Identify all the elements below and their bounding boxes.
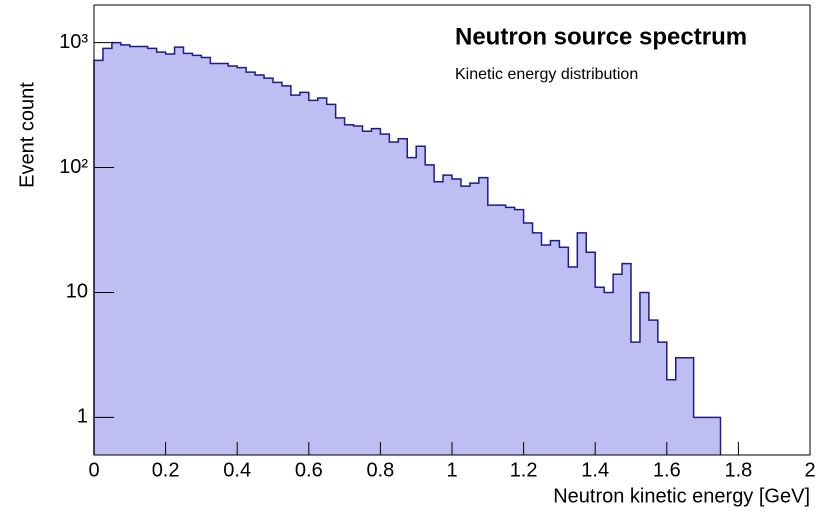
bar	[273, 82, 283, 455]
y-axis-label: Event count	[16, 82, 38, 188]
bar	[514, 209, 524, 455]
bar	[595, 287, 605, 455]
bar	[380, 134, 390, 455]
bar	[219, 63, 229, 455]
bar	[666, 379, 677, 455]
bar	[210, 63, 220, 455]
bar	[102, 48, 113, 456]
bar	[711, 417, 721, 455]
bar	[505, 207, 515, 455]
x-tick-label: 0.2	[152, 459, 180, 481]
bar	[183, 53, 193, 456]
bar	[344, 124, 354, 455]
bar	[478, 177, 489, 455]
x-tick-label: 0.6	[295, 459, 323, 481]
bar	[469, 183, 480, 455]
bar	[192, 55, 202, 456]
chart-subtitle: Kinetic energy distribution	[455, 66, 638, 83]
chart-title: Neutron source spectrum	[455, 23, 747, 50]
bar	[604, 292, 614, 455]
y-tick-label: 10³	[59, 31, 88, 53]
x-tick-label: 1	[446, 459, 457, 481]
bar	[613, 274, 623, 455]
bar	[452, 178, 462, 455]
bar	[156, 52, 166, 456]
bar	[129, 46, 140, 455]
bar	[201, 57, 211, 455]
bar	[362, 131, 372, 455]
bar	[371, 128, 381, 455]
bar	[326, 104, 336, 456]
x-tick-label: 1.4	[581, 459, 609, 481]
bar	[416, 146, 426, 455]
bar	[648, 320, 659, 455]
bar	[228, 65, 238, 456]
x-tick-label: 0	[88, 459, 99, 481]
x-tick-label: 0.4	[223, 459, 251, 481]
x-tick-label: 1.6	[653, 459, 681, 481]
bar	[631, 342, 641, 455]
bar	[255, 75, 265, 455]
bar	[532, 232, 542, 455]
bar	[577, 232, 587, 455]
y-tick-label: 1	[77, 406, 88, 428]
bar	[308, 100, 319, 455]
bar	[111, 42, 122, 455]
bar	[335, 117, 345, 455]
x-tick-label: 0.8	[366, 459, 394, 481]
bar	[622, 263, 632, 455]
bar	[675, 357, 685, 455]
bar	[290, 95, 301, 455]
bar	[586, 252, 596, 455]
bar	[460, 186, 471, 456]
bar	[317, 98, 327, 456]
bar	[684, 357, 694, 455]
bar	[237, 67, 247, 455]
bar	[94, 60, 104, 455]
histogram-outline	[93, 41, 722, 455]
bar	[425, 164, 435, 455]
bar	[550, 240, 560, 455]
bar	[487, 205, 498, 455]
bar	[398, 138, 408, 456]
bar	[389, 142, 399, 455]
bar	[264, 78, 274, 455]
y-tick-label: 10²	[59, 156, 88, 178]
x-tick-label: 2	[804, 459, 815, 481]
bar	[496, 205, 506, 455]
x-tick-label: 1.8	[724, 459, 752, 481]
bar	[120, 44, 131, 456]
bar	[434, 181, 444, 455]
bar	[443, 175, 453, 456]
x-axis-label: Neutron kinetic energy [GeV]	[553, 485, 810, 507]
bar	[353, 126, 363, 455]
bar	[523, 222, 533, 455]
bar	[568, 266, 578, 455]
x-tick-label: 1.2	[510, 459, 538, 481]
y-tick-label: 10	[66, 281, 88, 303]
bar	[281, 85, 292, 455]
bar	[138, 46, 148, 455]
bar	[702, 417, 712, 455]
bar	[174, 47, 184, 455]
bar	[407, 157, 417, 456]
bar	[246, 72, 256, 456]
bar	[165, 54, 175, 455]
bar	[541, 244, 551, 455]
bar	[147, 48, 157, 456]
bar	[299, 92, 310, 455]
bar	[693, 417, 703, 455]
bar	[639, 292, 650, 455]
bar	[657, 342, 668, 455]
bar	[559, 247, 569, 455]
